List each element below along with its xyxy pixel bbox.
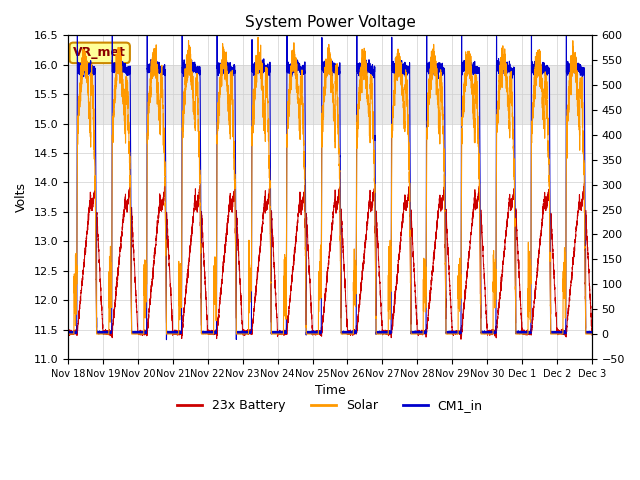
Legend: 23x Battery, Solar, CM1_in: 23x Battery, Solar, CM1_in xyxy=(172,395,488,418)
X-axis label: Time: Time xyxy=(315,384,346,397)
Title: System Power Voltage: System Power Voltage xyxy=(244,15,415,30)
Y-axis label: Volts: Volts xyxy=(15,182,28,212)
Text: VR_met: VR_met xyxy=(73,47,126,60)
Bar xyxy=(68,65,592,123)
